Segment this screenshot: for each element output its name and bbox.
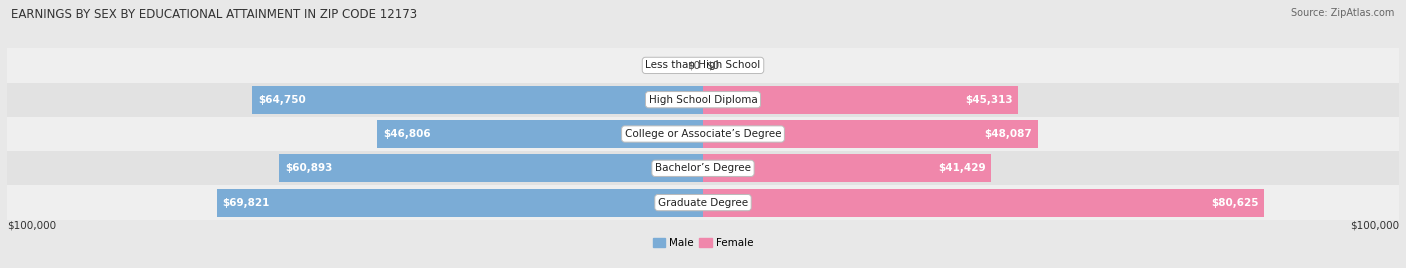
Text: Bachelor’s Degree: Bachelor’s Degree: [655, 163, 751, 173]
Text: $60,893: $60,893: [285, 163, 332, 173]
Text: $0: $0: [688, 60, 700, 70]
Text: $64,750: $64,750: [257, 95, 305, 105]
Bar: [703, 120, 1038, 148]
Bar: [7, 151, 1399, 185]
Text: $48,087: $48,087: [984, 129, 1032, 139]
Text: College or Associate’s Degree: College or Associate’s Degree: [624, 129, 782, 139]
Text: $41,429: $41,429: [938, 163, 986, 173]
Bar: [703, 154, 991, 182]
Text: $100,000: $100,000: [7, 221, 56, 231]
Text: Source: ZipAtlas.com: Source: ZipAtlas.com: [1291, 8, 1395, 18]
Text: EARNINGS BY SEX BY EDUCATIONAL ATTAINMENT IN ZIP CODE 12173: EARNINGS BY SEX BY EDUCATIONAL ATTAINMEN…: [11, 8, 418, 21]
Text: $45,313: $45,313: [965, 95, 1012, 105]
Text: Graduate Degree: Graduate Degree: [658, 198, 748, 208]
Text: $80,625: $80,625: [1211, 198, 1258, 208]
Text: High School Diploma: High School Diploma: [648, 95, 758, 105]
Bar: [377, 120, 703, 148]
Bar: [7, 185, 1399, 220]
Legend: Male, Female: Male, Female: [648, 234, 758, 252]
Bar: [703, 189, 1264, 217]
Text: $100,000: $100,000: [1350, 221, 1399, 231]
Text: Less than High School: Less than High School: [645, 60, 761, 70]
Bar: [7, 83, 1399, 117]
Text: $46,806: $46,806: [382, 129, 430, 139]
Text: $0: $0: [706, 60, 718, 70]
Bar: [7, 117, 1399, 151]
Bar: [703, 86, 1018, 114]
Text: $69,821: $69,821: [222, 198, 270, 208]
Bar: [280, 154, 703, 182]
Bar: [252, 86, 703, 114]
Bar: [7, 48, 1399, 83]
Bar: [217, 189, 703, 217]
